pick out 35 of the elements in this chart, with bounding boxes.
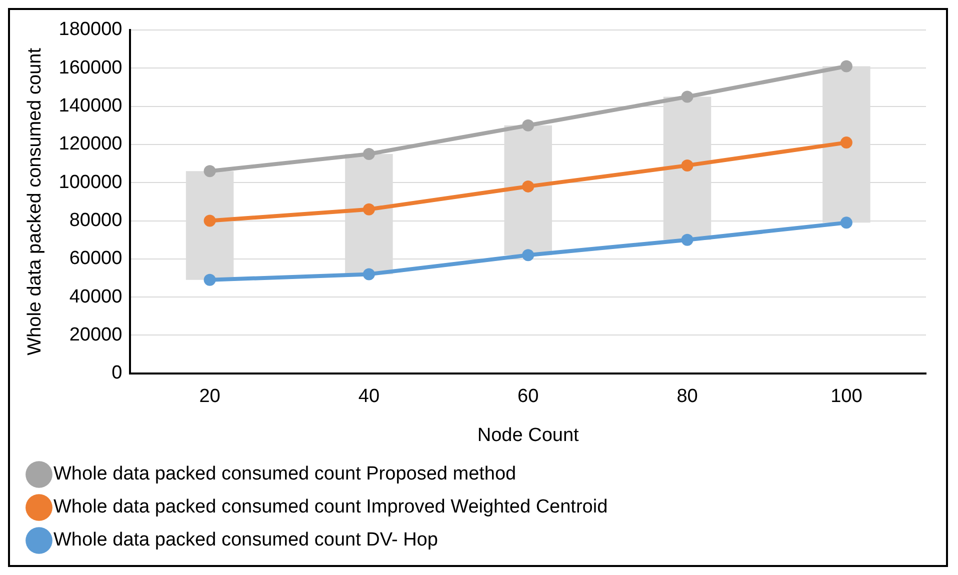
point: [362, 148, 375, 160]
y-tick-label: 100000: [58, 172, 122, 193]
legend-label: Whole data packed consumed count DV- Hop: [54, 530, 438, 551]
y-tick-label: 40000: [69, 286, 122, 308]
x-tick-label: 80: [676, 386, 698, 408]
point: [362, 203, 375, 216]
point: [522, 180, 534, 192]
y-tick-label: 20000: [69, 324, 122, 346]
legend-label: Whole data packed consumed count Improved Weighted Centroid: [54, 496, 608, 518]
y-tick-label: 160000: [58, 57, 122, 78]
y-tick-label: 180000: [58, 19, 122, 40]
point: [204, 274, 216, 286]
point: [204, 214, 216, 227]
x-tick-label: 20: [199, 386, 220, 408]
point: [522, 249, 534, 262]
point: [362, 268, 375, 280]
legend-label: Whole data packed consumed count Proposed method: [54, 464, 516, 485]
point: [204, 165, 216, 178]
point: [681, 234, 694, 246]
y-tick-label: 120000: [58, 134, 122, 155]
point: [681, 159, 694, 172]
x-axis-title: Node Count: [477, 424, 580, 446]
y-tick-label: 140000: [58, 96, 122, 117]
x-tick-label: 40: [358, 386, 380, 408]
x-tick-label: 60: [518, 386, 539, 408]
y-tick-label: 0: [112, 362, 122, 384]
y-tick-label: 60000: [69, 248, 122, 270]
point: [840, 216, 852, 229]
point: [522, 119, 534, 132]
x-tick-label: 100: [830, 386, 862, 408]
y-tick-label: 80000: [69, 210, 122, 232]
point: [840, 136, 852, 149]
point: [681, 90, 694, 103]
point: [840, 60, 852, 72]
y-axis-title: Whole data packed consumed count: [24, 47, 46, 356]
